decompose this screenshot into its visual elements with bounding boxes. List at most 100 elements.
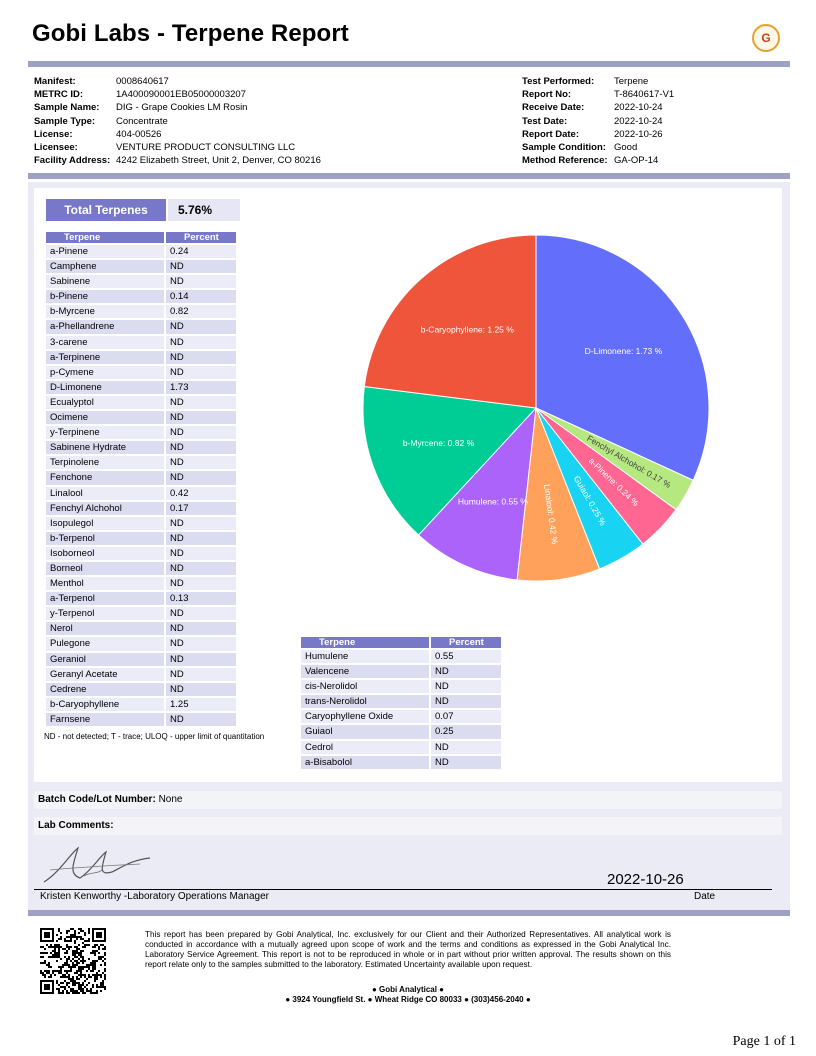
table-row: a-Bisabolol ND xyxy=(301,755,501,769)
terpene-name: Ocimene xyxy=(46,411,164,425)
percent-column-header: Percent xyxy=(431,637,501,648)
terpene-percent: ND xyxy=(431,755,501,769)
terpene-name: Sabinene Hydrate xyxy=(46,441,164,455)
terpene-percent: 0.17 xyxy=(166,501,236,515)
pie-label: Humulene: 0.55 % xyxy=(458,497,528,507)
terpene-percent: 0.25 xyxy=(431,725,501,739)
table-row: a-Terpinene ND xyxy=(46,350,236,364)
terpene-percent: ND xyxy=(166,335,236,349)
table-row: Ecualyptol ND xyxy=(46,395,236,410)
terpene-percent: ND xyxy=(166,531,236,545)
table-row: Nerol ND xyxy=(46,622,236,636)
pie-slice-d-limonene xyxy=(535,234,710,481)
info-value: Terpene xyxy=(614,76,649,87)
terpene-name: Terpinolene xyxy=(46,456,164,470)
table-row: Cedrene ND xyxy=(46,682,236,696)
pie-label: b-Myrcene: 0.82 % xyxy=(403,438,475,448)
terpene-name: a-Phellandrene xyxy=(46,320,164,334)
table-row: Isoborneol ND xyxy=(46,546,236,560)
terpene-name: a-Pinene xyxy=(46,245,164,259)
terpene-name: Sabinene xyxy=(46,275,164,289)
terpene-column-header: Terpene xyxy=(301,637,429,648)
signatory-name: Kristen Kenworthy -Laboratory Operations… xyxy=(40,891,270,902)
terpene-percent: 0.14 xyxy=(166,290,236,304)
info-row: License: 404-00526 xyxy=(34,128,321,141)
report-title: Gobi Labs - Terpene Report xyxy=(32,20,349,47)
info-value: DIG - Grape Cookies LM Rosin xyxy=(116,102,248,114)
gobi-labs-logo: G xyxy=(752,24,780,52)
terpene-name: Camphene xyxy=(46,260,164,274)
terpene-percent: 0.24 xyxy=(166,245,236,259)
percent-column-header: Percent xyxy=(166,232,236,243)
table-row: a-Terpenol 0.13 xyxy=(46,592,236,606)
terpene-name: Geraniol xyxy=(46,652,164,666)
info-label: Method Reference: xyxy=(522,155,608,167)
info-value: VENTURE PRODUCT CONSULTING LLC xyxy=(116,142,296,154)
info-value: 4242 Elizabeth Street, Unit 2, Denver, C… xyxy=(116,155,321,167)
table-row: y-Terpenol ND xyxy=(46,607,236,621)
info-row: Method Reference: GA-OP-14 xyxy=(522,154,674,167)
terpene-percent: ND xyxy=(166,622,236,636)
terpene-name: Valencene xyxy=(301,665,429,679)
table-row: Terpinolene ND xyxy=(46,456,236,470)
terpene-percent: 0.82 xyxy=(166,305,236,319)
terpene-percent: ND xyxy=(431,665,501,679)
terpene-name: Geranyl Acetate xyxy=(46,667,164,681)
terpene-percent: ND xyxy=(166,456,236,470)
info-row: Receive Date: 2022-10-24 xyxy=(522,101,674,114)
terpene-column-header: Terpene xyxy=(46,232,164,243)
info-row: Licensee: VENTURE PRODUCT CONSULTING LLC xyxy=(34,141,321,154)
terpene-percent: ND xyxy=(166,577,236,591)
info-divider xyxy=(28,173,790,179)
terpene-name: Isopulegol xyxy=(46,516,164,530)
table-row: Pulegone ND xyxy=(46,637,236,651)
info-row: Report No: T-8640617-V1 xyxy=(522,88,674,101)
terpene-name: Caryophyllene Oxide xyxy=(301,710,429,724)
terpene-percent: ND xyxy=(431,680,501,694)
table-row: Geraniol ND xyxy=(46,652,236,666)
info-value: GA-OP-14 xyxy=(614,155,659,167)
terpene-percent: ND xyxy=(166,712,236,726)
terpene-name: a-Terpenol xyxy=(46,592,164,606)
date-label: Date xyxy=(694,891,716,902)
terpene-percent: ND xyxy=(166,411,236,425)
sample-info-left: Manifest: 0008640617 METRC ID: 1A400090001E… xyxy=(34,75,321,167)
terpene-table-secondary: Terpene Percent Humulene 0.55 Valencene ND c… xyxy=(299,635,503,771)
header-divider xyxy=(28,61,790,67)
table-row: Linalool 0.42 xyxy=(46,486,236,500)
info-row: Sample Condition: Good xyxy=(522,141,674,154)
terpene-pie-chart: D-Limonene: 1.73 %Fenchyl Alchohol: 0.17… xyxy=(362,234,710,582)
qr-code xyxy=(40,928,106,994)
info-label: Test Date: xyxy=(522,115,568,127)
info-label: Report Date: xyxy=(522,128,580,140)
table-row: Ocimene ND xyxy=(46,411,236,425)
terpene-name: Borneol xyxy=(46,561,164,576)
info-row: Sample Name: DIG - Grape Cookies LM Rosin xyxy=(34,101,321,114)
terpene-name: Pulegone xyxy=(46,637,164,651)
terpene-percent: ND xyxy=(166,561,236,576)
terpene-name: Humulene xyxy=(301,650,429,664)
terpene-percent: ND xyxy=(166,365,236,379)
table-row: Isopulegol ND xyxy=(46,516,236,530)
disclaimer-text: This report has been prepared by Gobi An… xyxy=(145,930,671,969)
terpene-percent: ND xyxy=(166,516,236,530)
terpene-percent: ND xyxy=(166,546,236,560)
terpene-percent: ND xyxy=(166,682,236,696)
terpene-name: trans-Nerolidol xyxy=(301,695,429,709)
table-row: Valencene ND xyxy=(301,665,501,679)
table-row: a-Pinene 0.24 xyxy=(46,245,236,259)
table-row: Borneol ND xyxy=(46,561,236,576)
pie-label: b-Caryophyllene: 1.25 % xyxy=(421,324,515,334)
terpene-name: y-Terpinene xyxy=(46,426,164,440)
terpene-name: a-Bisabolol xyxy=(301,755,429,769)
terpene-percent: ND xyxy=(166,426,236,440)
info-value: Concentrate xyxy=(116,115,168,127)
terpene-percent: ND xyxy=(431,740,501,754)
table-row: Farnsene ND xyxy=(46,712,236,726)
info-label: Manifest: xyxy=(34,76,76,87)
terpene-percent: 0.55 xyxy=(431,650,501,664)
total-terpenes-label: Total Terpenes xyxy=(46,199,166,221)
table-row: b-Myrcene 0.82 xyxy=(46,305,236,319)
terpene-name: Guiaol xyxy=(301,725,429,739)
table-row: Humulene 0.55 xyxy=(301,650,501,664)
